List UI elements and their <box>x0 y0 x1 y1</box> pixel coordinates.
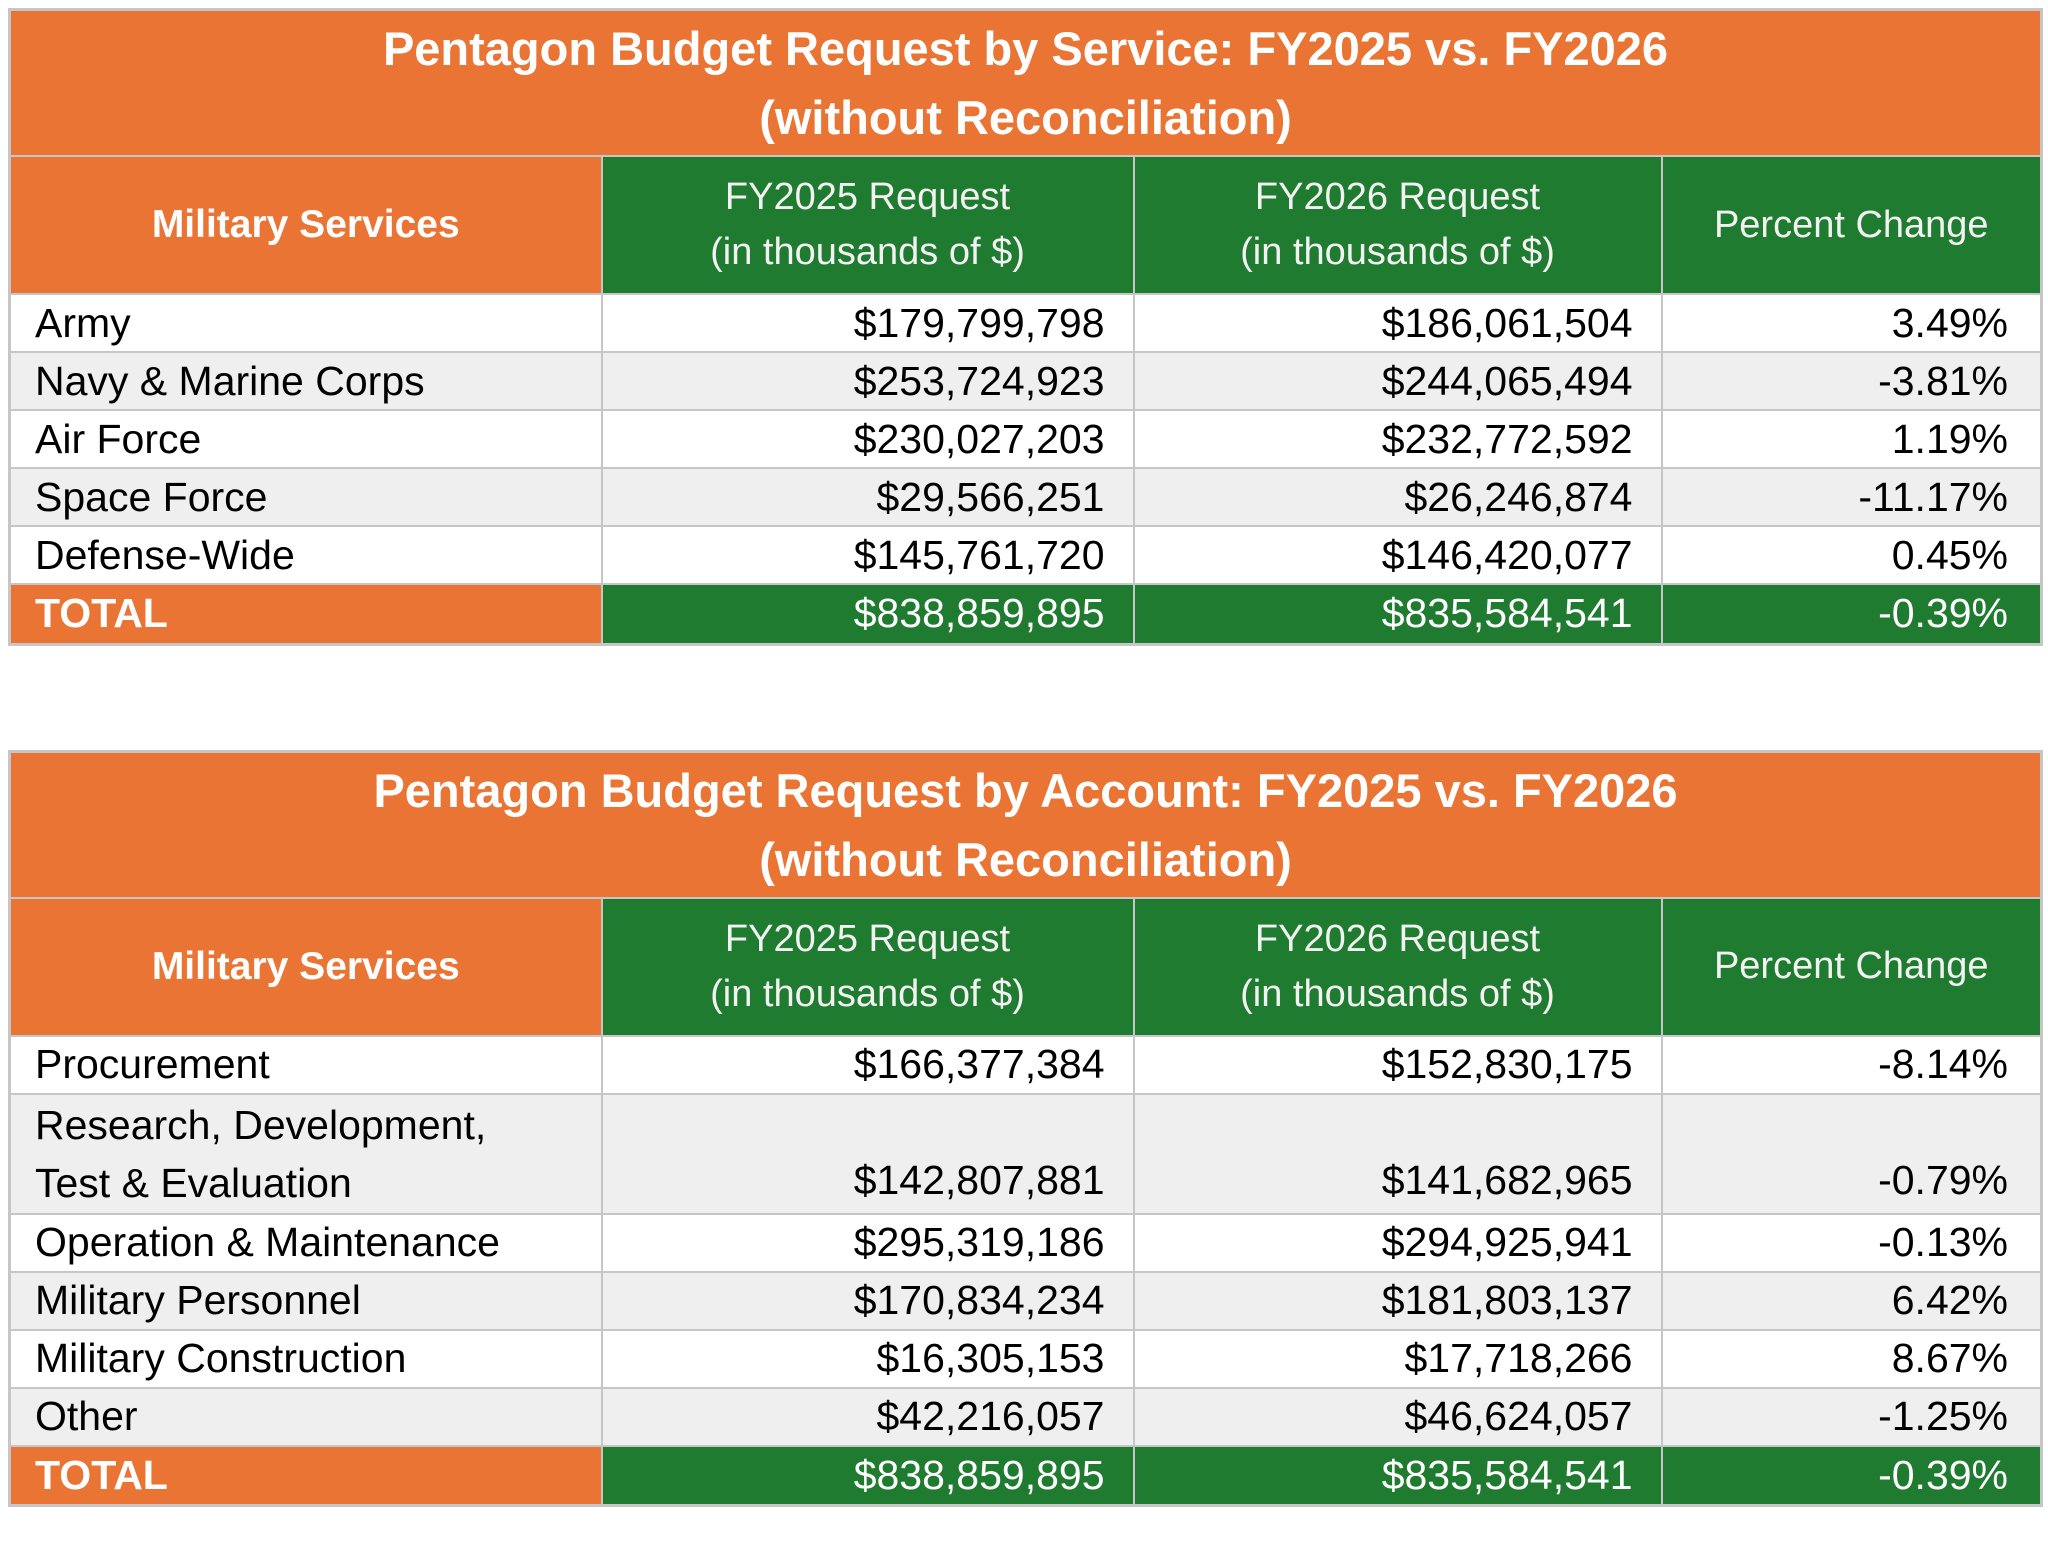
percent-change-cell: -0.13% <box>1660 1212 2043 1273</box>
col-header-fy2025-line1: FY2025 Request <box>724 917 1011 960</box>
percent-change-cell: -3.81% <box>1660 351 2043 411</box>
fy2026-value-cell: $186,061,504 <box>1132 293 1663 353</box>
percent-change-cell: 6.42% <box>1660 1270 2043 1331</box>
percent-change-cell: -0.79% <box>1660 1092 2043 1215</box>
service-name-cell: Defense-Wide <box>8 525 603 585</box>
col-header-percent-change: Percent Change <box>1660 155 2043 295</box>
percent-change-cell: -11.17% <box>1660 467 2043 527</box>
service-budget-table: Pentagon Budget Request by Service: FY20… <box>8 8 2044 646</box>
fy2026-value-cell: $46,624,057 <box>1132 1386 1663 1447</box>
table-row: Military Construction $16,305,153 $17,71… <box>8 1328 2043 1389</box>
percent-change-cell: 1.19% <box>1660 409 2043 469</box>
table-row: Air Force $230,027,203 $232,772,592 1.19… <box>8 409 2043 469</box>
col-header-fy2025: FY2025 Request (in thousands of $) <box>600 155 1135 295</box>
percent-change-cell: 3.49% <box>1660 293 2043 353</box>
fy2026-value-cell: $17,718,266 <box>1132 1328 1663 1389</box>
table-title-line2: (without Reconciliation) <box>759 832 1292 886</box>
table-row: Procurement $166,377,384 $152,830,175 -8… <box>8 1034 2043 1095</box>
col-header-fy2026-line1: FY2026 Request <box>1254 176 1541 218</box>
col-header-fy2025-line2: (in thousands of $) <box>710 231 1025 273</box>
service-name-cell: Navy & Marine Corps <box>8 351 603 411</box>
total-fy2026-cell: $835,584,541 <box>1132 583 1663 645</box>
table-title-row: Pentagon Budget Request by Service: FY20… <box>8 8 2043 157</box>
fy2025-value-cell: $253,724,923 <box>600 351 1135 411</box>
account-name-line2: Test & Evaluation <box>35 1159 352 1206</box>
table-title: Pentagon Budget Request by Account: FY20… <box>8 750 2043 899</box>
total-fy2025-cell: $838,859,895 <box>600 1444 1135 1507</box>
col-header-fy2026-line2: (in thousands of $) <box>1240 231 1555 273</box>
total-label-cell: TOTAL <box>8 1444 603 1507</box>
total-row: TOTAL $838,859,895 $835,584,541 -0.39% <box>8 1444 2043 1507</box>
fy2025-value-cell: $145,761,720 <box>600 525 1135 585</box>
fy2025-value-cell: $230,027,203 <box>600 409 1135 469</box>
table-row: Navy & Marine Corps $253,724,923 $244,06… <box>8 351 2043 411</box>
table-title: Pentagon Budget Request by Service: FY20… <box>8 8 2043 157</box>
col-header-fy2025-line1: FY2025 Request <box>724 176 1011 218</box>
percent-change-cell: -1.25% <box>1660 1386 2043 1447</box>
table-title-line1: Pentagon Budget Request by Service: FY20… <box>382 22 1669 75</box>
service-name-cell: Space Force <box>8 467 603 527</box>
col-header-services: Military Services <box>8 896 603 1037</box>
fy2025-value-cell: $295,319,186 <box>600 1212 1135 1273</box>
table-row: Operation & Maintenance $295,319,186 $29… <box>8 1212 2043 1273</box>
service-name-cell: Army <box>8 293 603 353</box>
account-name-cell: Research, Development, Test & Evaluation <box>8 1092 603 1215</box>
account-name-cell: Military Personnel <box>8 1270 603 1331</box>
account-name-cell: Military Construction <box>8 1328 603 1389</box>
total-label-cell: TOTAL <box>8 583 603 645</box>
account-name-cell: Other <box>8 1386 603 1447</box>
fy2026-value-cell: $244,065,494 <box>1132 351 1663 411</box>
percent-change-cell: -8.14% <box>1660 1034 2043 1095</box>
table-row: Military Personnel $170,834,234 $181,803… <box>8 1270 2043 1331</box>
fy2025-value-cell: $170,834,234 <box>600 1270 1135 1331</box>
total-fy2026-cell: $835,584,541 <box>1132 1444 1663 1507</box>
service-name-cell: Air Force <box>8 409 603 469</box>
percent-change-cell: 8.67% <box>1660 1328 2043 1389</box>
table-row: Space Force $29,566,251 $26,246,874 -11.… <box>8 467 2043 527</box>
col-header-fy2025-line2: (in thousands of $) <box>710 972 1025 1015</box>
col-header-percent-change: Percent Change <box>1660 896 2043 1037</box>
fy2026-value-cell: $232,772,592 <box>1132 409 1663 469</box>
table-title-line2: (without Reconciliation) <box>759 91 1292 144</box>
account-budget-table: Pentagon Budget Request by Account: FY20… <box>8 749 2044 1507</box>
fy2026-value-cell: $141,682,965 <box>1132 1092 1663 1215</box>
column-header-row: Military Services FY2025 Request (in tho… <box>8 896 2043 1037</box>
table-title-line1: Pentagon Budget Request by Account: FY20… <box>373 763 1678 817</box>
fy2025-value-cell: $42,216,057 <box>600 1386 1135 1447</box>
total-percent-cell: -0.39% <box>1660 583 2043 645</box>
fy2026-value-cell: $152,830,175 <box>1132 1034 1663 1095</box>
fy2025-value-cell: $16,305,153 <box>600 1328 1135 1389</box>
percent-change-cell: 0.45% <box>1660 525 2043 585</box>
fy2025-value-cell: $29,566,251 <box>600 467 1135 527</box>
table-row: Other $42,216,057 $46,624,057 -1.25% <box>8 1386 2043 1447</box>
column-header-row: Military Services FY2025 Request (in tho… <box>8 155 2043 295</box>
total-row: TOTAL $838,859,895 $835,584,541 -0.39% <box>8 583 2043 645</box>
col-header-fy2025: FY2025 Request (in thousands of $) <box>600 896 1135 1037</box>
account-name-cell: Procurement <box>8 1034 603 1095</box>
col-header-fy2026-line1: FY2026 Request <box>1254 917 1541 960</box>
table-title-row: Pentagon Budget Request by Account: FY20… <box>8 750 2043 899</box>
total-percent-cell: -0.39% <box>1660 1444 2043 1507</box>
fy2026-value-cell: $146,420,077 <box>1132 525 1663 585</box>
col-header-fy2026: FY2026 Request (in thousands of $) <box>1132 155 1663 295</box>
table-row: Defense-Wide $145,761,720 $146,420,077 0… <box>8 525 2043 585</box>
fy2025-value-cell: $142,807,881 <box>600 1092 1135 1215</box>
col-header-services: Military Services <box>8 155 603 295</box>
fy2025-value-cell: $179,799,798 <box>600 293 1135 353</box>
fy2026-value-cell: $294,925,941 <box>1132 1212 1663 1273</box>
table-row: Army $179,799,798 $186,061,504 3.49% <box>8 293 2043 353</box>
fy2025-value-cell: $166,377,384 <box>600 1034 1135 1095</box>
account-name-line1: Research, Development, <box>35 1101 487 1148</box>
budget-tables-page: Pentagon Budget Request by Service: FY20… <box>8 8 2044 1507</box>
fy2026-value-cell: $181,803,137 <box>1132 1270 1663 1331</box>
col-header-fy2026-line2: (in thousands of $) <box>1240 972 1555 1015</box>
total-fy2025-cell: $838,859,895 <box>600 583 1135 645</box>
col-header-fy2026: FY2026 Request (in thousands of $) <box>1132 896 1663 1037</box>
tables-gap <box>8 646 2040 750</box>
table-row: Research, Development, Test & Evaluation… <box>8 1092 2043 1215</box>
account-name-cell: Operation & Maintenance <box>8 1212 603 1273</box>
fy2026-value-cell: $26,246,874 <box>1132 467 1663 527</box>
